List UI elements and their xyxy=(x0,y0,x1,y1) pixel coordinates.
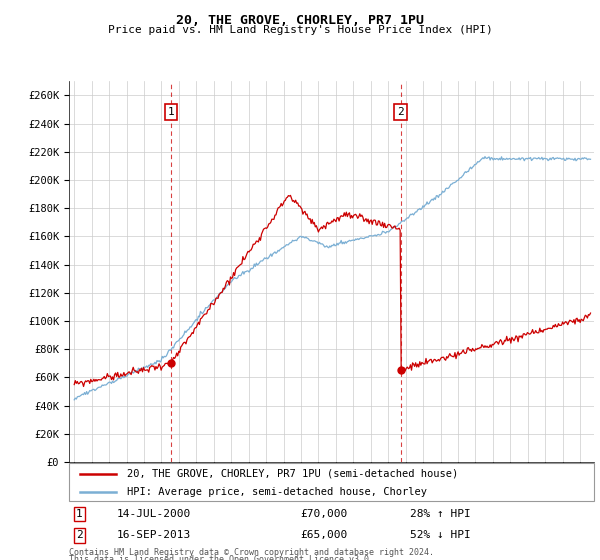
Text: 1: 1 xyxy=(76,509,83,519)
Text: This data is licensed under the Open Government Licence v3.0.: This data is licensed under the Open Gov… xyxy=(69,556,374,560)
Text: £70,000: £70,000 xyxy=(300,509,347,519)
Text: £65,000: £65,000 xyxy=(300,530,347,540)
Text: 28% ↑ HPI: 28% ↑ HPI xyxy=(410,509,471,519)
Text: 16-SEP-2013: 16-SEP-2013 xyxy=(116,530,191,540)
Text: 20, THE GROVE, CHORLEY, PR7 1PU: 20, THE GROVE, CHORLEY, PR7 1PU xyxy=(176,14,424,27)
Text: 2: 2 xyxy=(76,530,83,540)
Text: 2: 2 xyxy=(397,107,404,117)
Text: 20, THE GROVE, CHORLEY, PR7 1PU (semi-detached house): 20, THE GROVE, CHORLEY, PR7 1PU (semi-de… xyxy=(127,469,458,479)
Text: Contains HM Land Registry data © Crown copyright and database right 2024.: Contains HM Land Registry data © Crown c… xyxy=(69,548,434,557)
FancyBboxPatch shape xyxy=(69,463,594,501)
Text: 14-JUL-2000: 14-JUL-2000 xyxy=(116,509,191,519)
Text: Price paid vs. HM Land Registry's House Price Index (HPI): Price paid vs. HM Land Registry's House … xyxy=(107,25,493,35)
Text: HPI: Average price, semi-detached house, Chorley: HPI: Average price, semi-detached house,… xyxy=(127,487,427,497)
Text: 52% ↓ HPI: 52% ↓ HPI xyxy=(410,530,471,540)
Text: 1: 1 xyxy=(167,107,174,117)
